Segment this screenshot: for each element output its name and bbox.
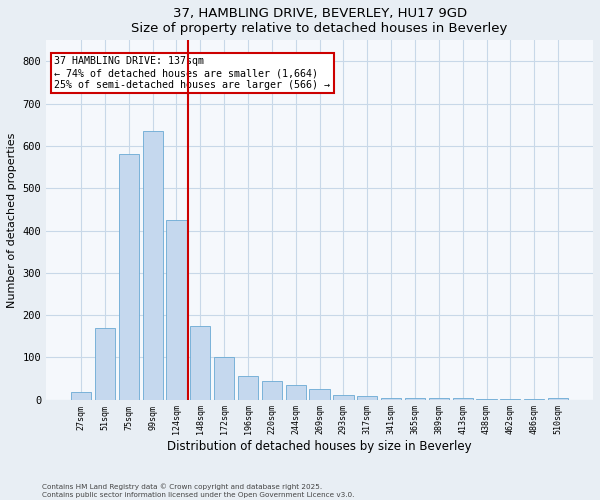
Bar: [95, 328, 115, 400]
Bar: [333, 396, 353, 400]
Text: 37 HAMBLING DRIVE: 137sqm
← 74% of detached houses are smaller (1,664)
25% of se: 37 HAMBLING DRIVE: 137sqm ← 74% of detac…: [55, 56, 331, 90]
Bar: [405, 398, 425, 400]
Bar: [452, 398, 473, 400]
Bar: [214, 358, 235, 400]
Text: Contains HM Land Registry data © Crown copyright and database right 2025.
Contai: Contains HM Land Registry data © Crown c…: [42, 484, 355, 498]
Bar: [381, 398, 401, 400]
Title: 37, HAMBLING DRIVE, BEVERLEY, HU17 9GD
Size of property relative to detached hou: 37, HAMBLING DRIVE, BEVERLEY, HU17 9GD S…: [131, 7, 508, 35]
Bar: [357, 396, 377, 400]
Bar: [71, 392, 91, 400]
Bar: [286, 385, 306, 400]
Bar: [238, 376, 258, 400]
Bar: [310, 389, 330, 400]
Bar: [476, 399, 497, 400]
Bar: [262, 380, 282, 400]
Bar: [143, 131, 163, 400]
Bar: [428, 398, 449, 400]
Y-axis label: Number of detached properties: Number of detached properties: [7, 132, 17, 308]
X-axis label: Distribution of detached houses by size in Beverley: Distribution of detached houses by size …: [167, 440, 472, 453]
Bar: [548, 398, 568, 400]
Bar: [166, 220, 187, 400]
Bar: [119, 154, 139, 400]
Bar: [190, 326, 211, 400]
